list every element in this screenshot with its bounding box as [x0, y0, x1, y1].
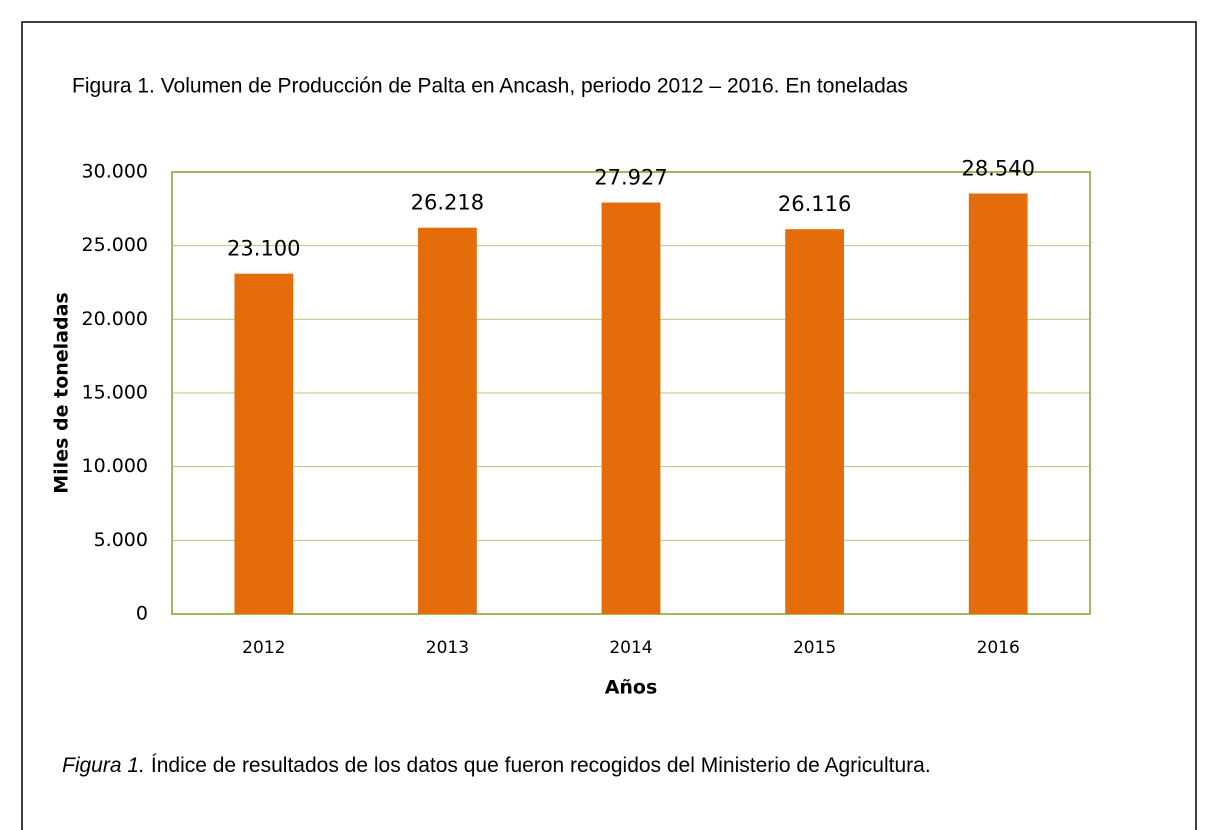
y-tick-label: 25.000 — [82, 234, 148, 256]
caption-text: Índice de resultados de los datos que fu… — [151, 754, 931, 777]
x-axis-label: Años — [605, 677, 658, 699]
data-label: 27.927 — [594, 166, 667, 190]
data-label: 26.218 — [411, 191, 484, 215]
data-label: 26.116 — [778, 192, 851, 216]
y-axis-label: Miles de toneladas — [51, 292, 73, 493]
y-tick-label: 10.000 — [82, 455, 148, 477]
x-tick-label: 2013 — [426, 638, 469, 658]
x-tick-label: 2012 — [242, 638, 285, 658]
y-tick-label: 0 — [136, 603, 148, 625]
bar — [234, 273, 294, 614]
x-tick-label: 2014 — [609, 638, 652, 658]
bar — [418, 227, 477, 614]
data-label: 23.100 — [227, 237, 300, 261]
data-label: 28.540 — [961, 157, 1034, 181]
x-tick-label: 2016 — [977, 638, 1020, 658]
caption: Figura 1. Índice de resultados de los dat… — [62, 754, 931, 777]
bar — [785, 229, 844, 614]
y-tick-label: 20.000 — [82, 308, 148, 330]
y-tick-label: 5.000 — [94, 529, 148, 551]
chart-title: Figura 1. Volumen de Producción de Palta… — [72, 75, 908, 98]
bar — [601, 202, 661, 614]
y-tick-label: 30.000 — [82, 161, 148, 183]
bar — [968, 193, 1028, 614]
x-tick-label: 2015 — [793, 638, 836, 658]
caption-label: Figura 1. — [62, 754, 145, 777]
y-tick-label: 15.000 — [82, 382, 148, 404]
frame — [21, 21, 1197, 830]
